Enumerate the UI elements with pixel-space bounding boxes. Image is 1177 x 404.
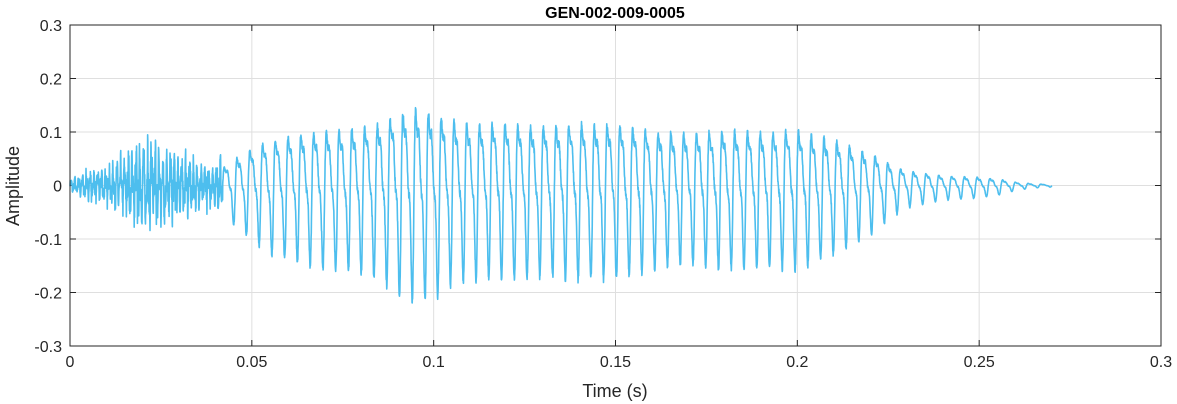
grid-lines xyxy=(69,24,1162,347)
x-tick-label: 0.15 xyxy=(600,354,631,371)
x-tick-labels: 0 0.05 0.1 0.15 0.2 0.25 0.3 xyxy=(66,354,1173,371)
x-tick-label: 0.2 xyxy=(786,354,808,371)
x-tick-label: 0.1 xyxy=(423,354,445,371)
y-tick-label: -0.1 xyxy=(34,232,62,249)
x-tick-label: 0.05 xyxy=(236,354,267,371)
y-axis-label: Amplitude xyxy=(3,146,23,226)
plot-area xyxy=(69,106,1053,304)
chart-title: GEN-002-009-0005 xyxy=(545,5,685,22)
y-tick-label: -0.3 xyxy=(34,339,62,356)
y-tick-label: -0.2 xyxy=(34,286,62,303)
axes-frame xyxy=(69,24,1162,347)
y-tick-label: 0.2 xyxy=(40,72,62,89)
y-tick-label: 0.3 xyxy=(40,18,62,35)
x-tick-label: 0 xyxy=(66,354,75,371)
waveform-series-line xyxy=(69,106,1053,304)
y-tick-labels: 0.3 0.2 0.1 0 -0.1 -0.2 -0.3 xyxy=(34,18,62,356)
y-tick-label: 0 xyxy=(53,179,62,196)
x-tick-label: 0.3 xyxy=(1150,354,1172,371)
y-tick-label: 0.1 xyxy=(40,125,62,142)
x-axis-label: Time (s) xyxy=(582,381,647,401)
x-tick-label: 0.25 xyxy=(964,354,995,371)
